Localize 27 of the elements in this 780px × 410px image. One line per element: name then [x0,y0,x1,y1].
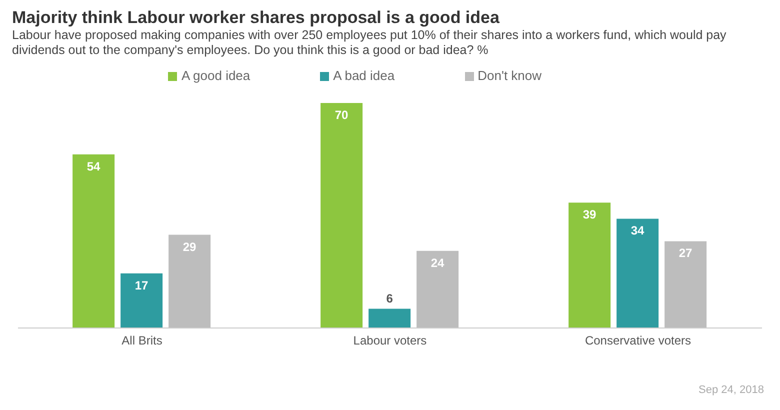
data-label: 27 [678,246,693,260]
chart-subtitle: Labour have proposed making companies with over 250 employees put 10% of their shares into a workers fund, which would pay dividends out to the company's employees. Do you think this is a good or bad idea? % [12,28,728,58]
bar [168,234,211,328]
bar [320,103,363,328]
bar [616,218,659,328]
data-label: 70 [334,108,349,122]
x-tick-label: Labour voters [353,334,427,348]
data-label: 29 [182,240,197,254]
x-tick-label: Conservative voters [584,334,692,348]
bar [120,273,163,328]
bar [664,241,707,328]
data-label: 54 [86,159,101,174]
data-label: 24 [430,256,445,270]
data-label: 17 [134,278,149,292]
legend-label: A bad idea [333,68,395,83]
legend-label: A good idea [181,68,250,83]
data-label: 39 [582,208,597,222]
text: Sep 24, 2018 [698,384,764,396]
bar [368,308,411,328]
data-label: 6 [386,292,394,306]
bar [72,154,115,328]
data-label: 34 [630,224,645,238]
bar [416,250,459,328]
legend-label: Don't know [478,68,542,83]
chart-title: Majority think Labour worker shares proposal is a good idea [12,8,500,28]
bar [568,202,611,328]
x-tick-label: All Brits [122,334,162,348]
